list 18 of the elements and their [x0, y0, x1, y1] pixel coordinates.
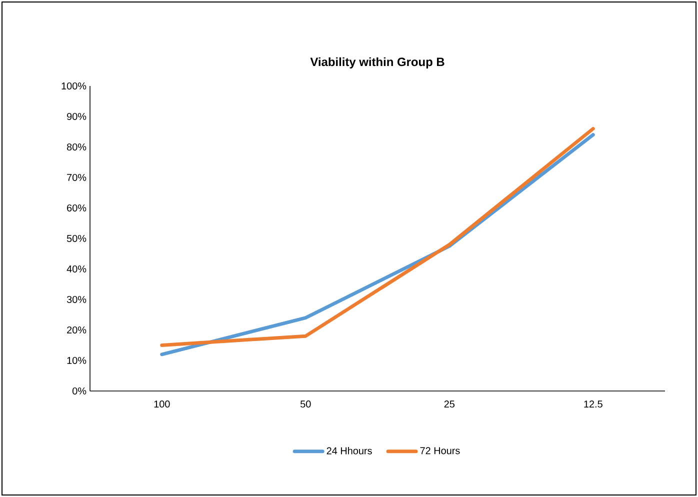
y-tick-label: 90% [67, 112, 86, 120]
y-tick-label: 0% [72, 387, 86, 395]
y-tick-label: 100% [62, 82, 86, 90]
x-tick-label: 25 [444, 400, 455, 408]
y-tick-label: 80% [66, 143, 86, 151]
legend-label: 72 Hours [420, 447, 460, 454]
y-tick-label: 60% [67, 204, 86, 212]
y-tick-label: 10% [67, 356, 86, 364]
legend-label: 24 Hhours [326, 447, 372, 454]
chart-title: Viability within Group B [310, 57, 444, 68]
y-tick-label: 50% [66, 234, 86, 242]
y-tick-label: 30% [66, 296, 86, 304]
y-tick-label: 20% [67, 326, 86, 334]
y-tick-label: 40% [66, 265, 86, 273]
y-tick-label: 70% [67, 174, 86, 182]
x-tick-label: 100 [154, 400, 170, 408]
x-tick-label: 12.5 [584, 400, 602, 408]
x-tick-label: 50 [300, 400, 311, 408]
